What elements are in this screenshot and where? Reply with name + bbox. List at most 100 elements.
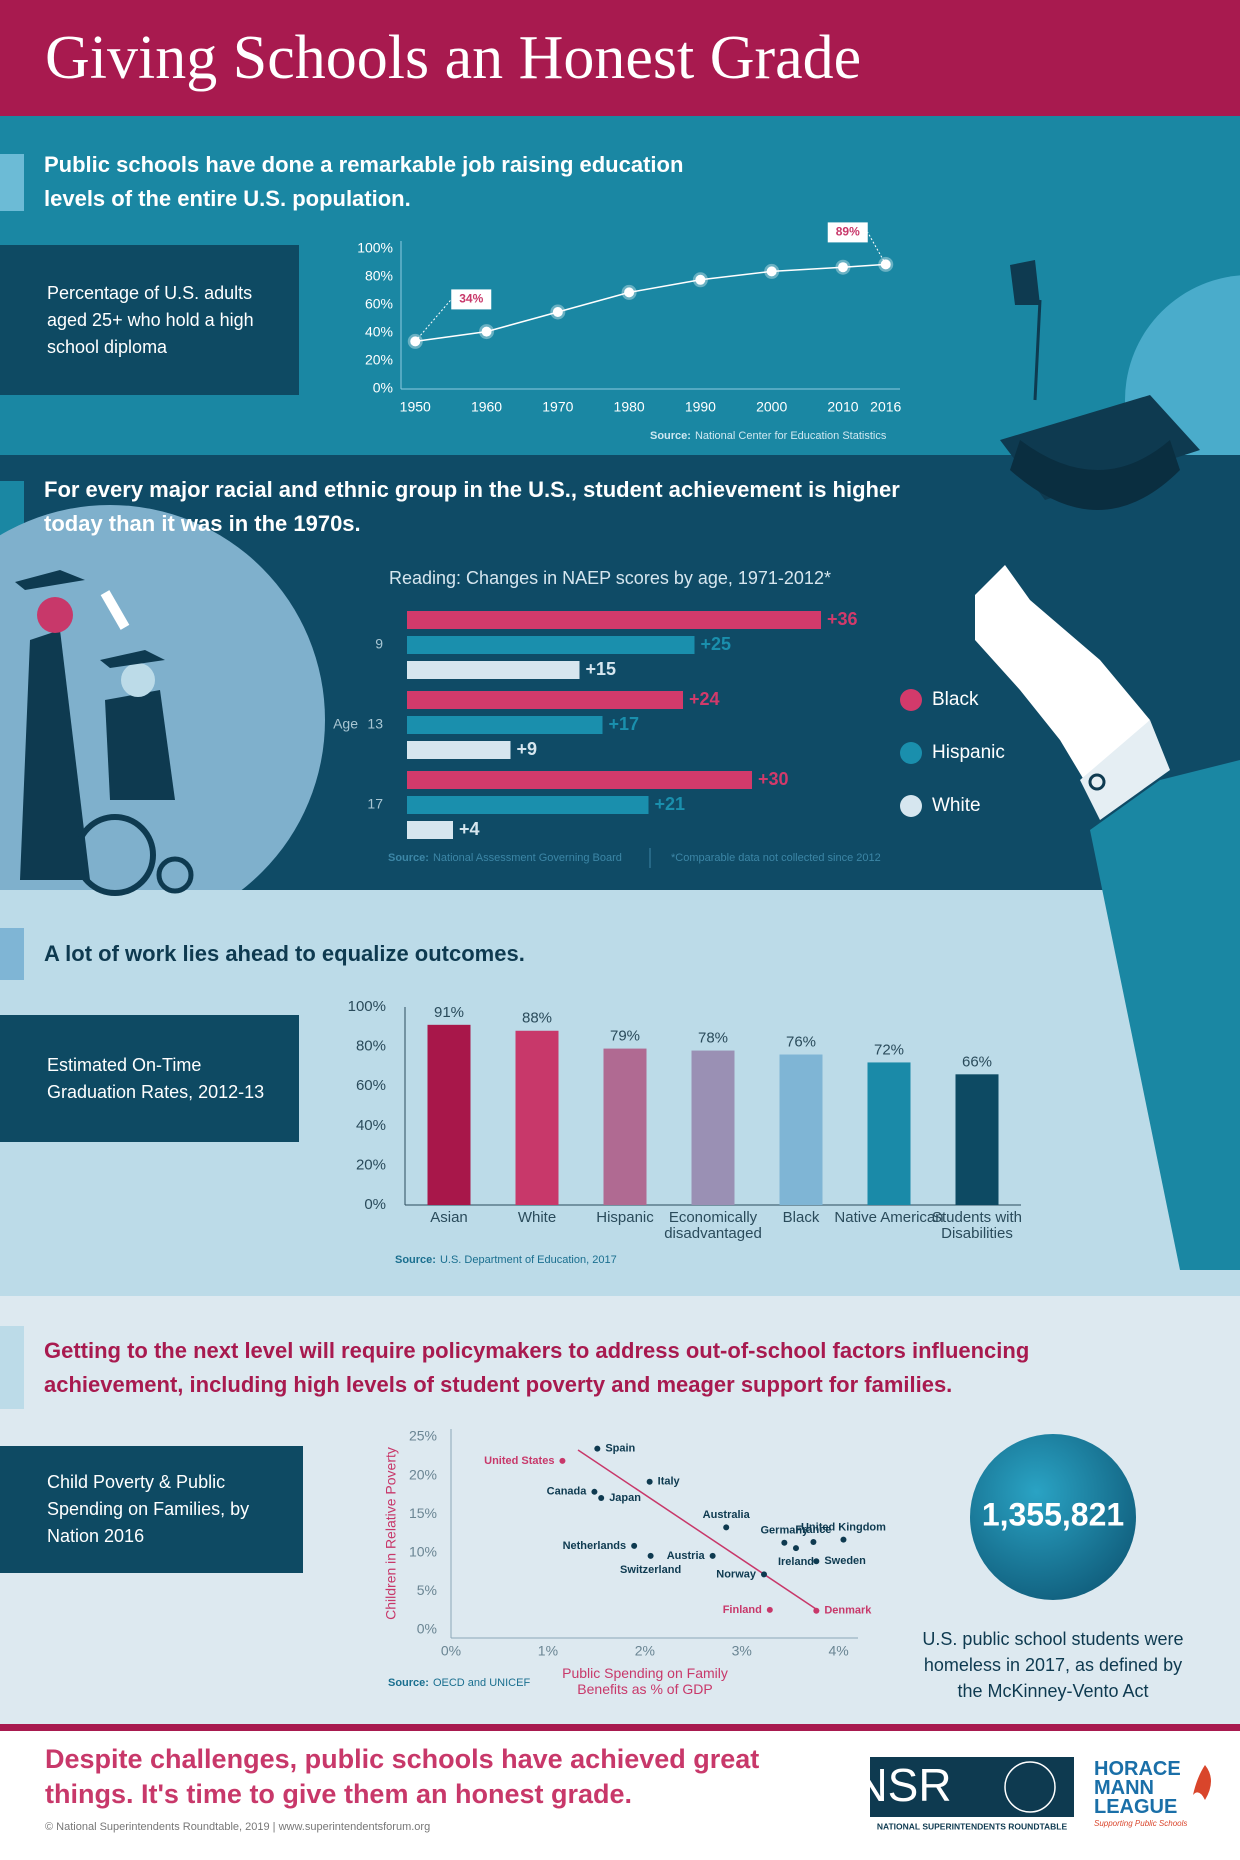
x-tick-label: 4% — [829, 1643, 849, 1659]
value-label: 88% — [522, 1010, 552, 1027]
x-tick-label: Black — [782, 1209, 820, 1226]
x-tick-label: 3% — [732, 1643, 752, 1659]
legend-label: White — [932, 795, 981, 816]
data-point — [591, 1488, 598, 1495]
value-label: +25 — [701, 634, 732, 654]
bar — [407, 771, 752, 789]
x-tick-label: 1% — [538, 1643, 558, 1659]
point-label: United Kingdom — [801, 1522, 886, 1534]
legend-swatch — [900, 689, 922, 711]
chart-title: Reading: Changes in NAEP scores by age, … — [389, 568, 831, 588]
illustrations — [0, 260, 1240, 1817]
source-text: National Assessment Governing Board — [433, 852, 622, 864]
y-tick-label: 20% — [356, 1156, 386, 1173]
y-tick-label: 100% — [357, 240, 393, 256]
graduate-cap — [15, 570, 85, 590]
y-tick-label: 60% — [365, 296, 393, 312]
bar — [407, 611, 821, 629]
logo-globe — [1004, 1761, 1056, 1813]
stat-caption: U.S. public school students were homeles… — [922, 1629, 1184, 1701]
accent-bar — [0, 1326, 24, 1409]
source-text: National Center for Education Statistics — [695, 430, 887, 442]
value-label: 78% — [698, 1030, 728, 1047]
data-point — [479, 324, 495, 340]
footnote: *Comparable data not collected since 201… — [671, 852, 881, 864]
graduate-figure — [20, 630, 90, 880]
value-label: 89% — [836, 225, 860, 239]
x-tick-label: 2010 — [827, 399, 858, 415]
y-tick-label: 80% — [365, 268, 393, 284]
data-point — [810, 1538, 817, 1545]
x-tick-label: 1990 — [685, 399, 716, 415]
accent-bar — [0, 154, 24, 211]
x-tick-label: 1980 — [614, 399, 645, 415]
category-label: 13 — [367, 716, 383, 732]
point-label: Japan — [609, 1492, 641, 1504]
y-tick-label: 20% — [409, 1466, 437, 1482]
wheel — [156, 856, 194, 894]
data-point — [835, 259, 851, 275]
header-band — [0, 0, 1240, 116]
bar — [779, 1054, 823, 1205]
point-label: Norway — [716, 1568, 757, 1580]
legend-swatch — [900, 742, 922, 764]
logo-nsr-name: NATIONAL SUPERINTENDENTS ROUNDTABLE — [877, 1821, 1068, 1831]
chart-description: Child Poverty & Public Spending on Famil… — [47, 1472, 250, 1546]
logo-flame — [1193, 1765, 1211, 1800]
bar — [427, 1024, 471, 1205]
y-axis-label: Children in Relative Poverty — [383, 1447, 399, 1620]
point-label: France — [795, 1524, 831, 1536]
data-point — [692, 272, 708, 288]
value-label: +30 — [758, 769, 789, 789]
y-tick-label: 10% — [409, 1544, 437, 1560]
source: Source: OECD and UNICEF — [388, 1677, 530, 1689]
category-label: 17 — [367, 796, 383, 812]
data-point — [766, 1606, 773, 1613]
stat-circle — [970, 1434, 1136, 1600]
data-point — [647, 1552, 654, 1559]
description-box: Estimated On-Time Graduation Rates, 2012… — [0, 1015, 299, 1142]
value-label: 76% — [786, 1033, 816, 1050]
x-tick-label: 1960 — [471, 399, 502, 415]
section-heading: Getting to the next level will require p… — [44, 1338, 1030, 1397]
point-label: Spain — [605, 1442, 635, 1454]
x-tick-label: Economically disadvantaged — [664, 1209, 762, 1242]
section-heading: For every major racial and ethnic group … — [44, 477, 900, 536]
sleeve — [1090, 760, 1240, 1270]
point-label: Netherlands — [563, 1540, 627, 1552]
bar — [407, 636, 695, 654]
data-point — [813, 1607, 820, 1614]
data-point — [621, 284, 637, 300]
bar — [603, 1048, 647, 1205]
graduate-head — [37, 597, 73, 633]
data-point — [792, 1545, 799, 1552]
leader — [414, 299, 452, 342]
decor-circle — [0, 505, 325, 890]
x-tick-label: Hispanic — [596, 1209, 654, 1226]
mortarboard-cap — [1010, 440, 1180, 510]
student-cap — [100, 650, 165, 668]
x-tick-label: 2000 — [756, 399, 787, 415]
section-heading: Public schools have done a remarkable jo… — [44, 152, 684, 211]
bar — [407, 691, 683, 709]
x-tick-label: 2016 — [870, 399, 901, 415]
x-tick-label: 2% — [635, 1643, 655, 1659]
y-tick-label: 100% — [348, 998, 386, 1015]
data-point — [723, 1524, 730, 1531]
point-label: Switzerland — [620, 1564, 681, 1576]
data-line — [415, 263, 886, 343]
footer-rule — [0, 1724, 1240, 1731]
data-point — [550, 304, 566, 320]
y-tick-label: 20% — [365, 352, 393, 368]
stat-number: 1,355,821 — [982, 1496, 1124, 1532]
point-label: Sweden — [824, 1555, 866, 1567]
value-label: +36 — [827, 609, 858, 629]
bar — [407, 821, 453, 839]
value-label: 91% — [434, 1004, 464, 1021]
footer-message: Despite challenges, public schools have … — [45, 1744, 760, 1809]
logo-nsr: NSR — [854, 1759, 951, 1811]
description-box: Percentage of U.S. adults aged 25+ who h… — [0, 245, 299, 395]
value-label: 79% — [610, 1028, 640, 1045]
source: Source: National Center for Education Sta… — [650, 430, 887, 442]
